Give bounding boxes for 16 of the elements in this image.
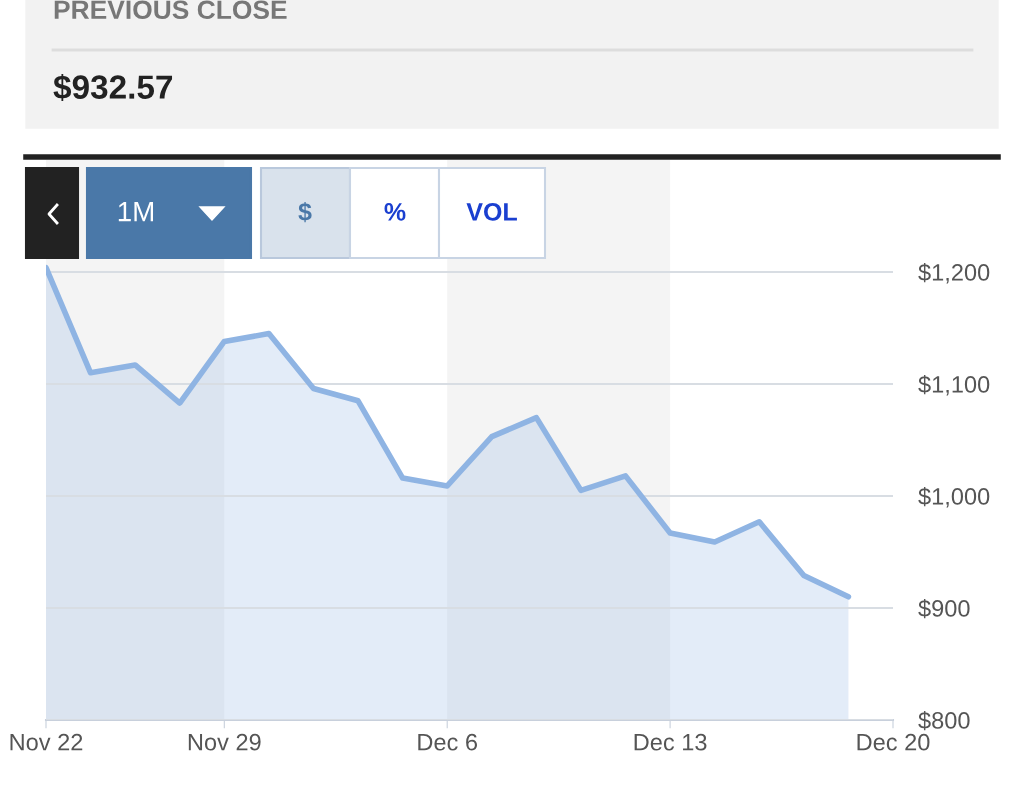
x-tick-label: Nov 22 [10,733,83,751]
annotation: % [384,203,406,221]
chart-subtitle: $932.57 [53,73,173,102]
y-tick-label: $1,200 [918,263,990,284]
annotation: $ [298,201,312,223]
x-tick-label: Dec 13 [634,733,707,751]
x-tick-label: Dec 6 [418,733,478,751]
y-tick-label: $1,000 [918,487,990,508]
x-tick-label: Dec 20 [857,733,930,751]
x-tick-label: Nov 29 [188,733,261,751]
y-tick-label: $900 [918,599,970,619]
y-tick-label: $800 [918,711,970,731]
annotation: 1M [118,202,154,222]
y-tick-label: $1,100 [918,375,990,396]
chart-title: PREVIOUS CLOSE [54,0,287,20]
annotation: VOL [466,203,517,221]
